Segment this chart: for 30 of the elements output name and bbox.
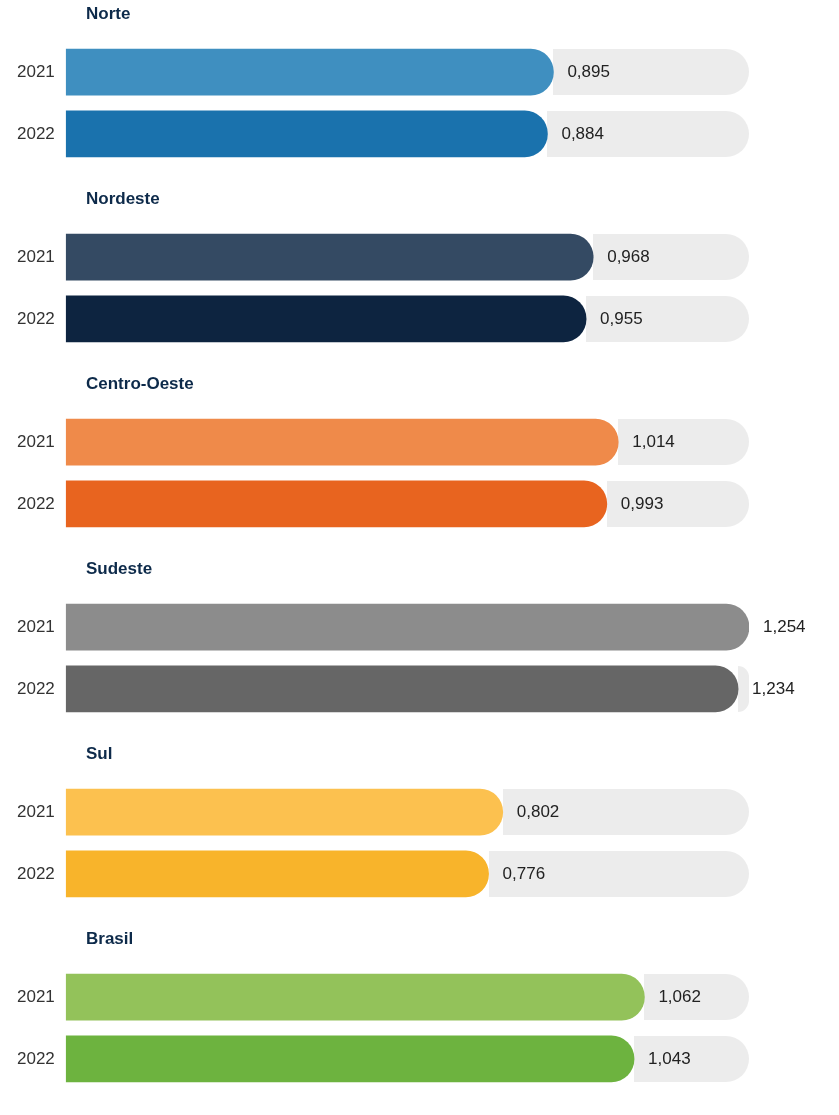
- y-tick-label: 2022: [16, 308, 55, 328]
- data-label: 1,234: [752, 678, 795, 698]
- y-tick-label: 2022: [16, 1048, 55, 1068]
- y-tick-label: 2021: [16, 246, 55, 266]
- data-label: 0,884: [561, 123, 604, 143]
- data-label: 0,895: [567, 61, 610, 81]
- data-label: 0,776: [502, 863, 546, 883]
- y-tick-label: 2021: [16, 616, 55, 636]
- chart-title: Centro-Oeste: [86, 374, 194, 394]
- data-label: 0,802: [516, 801, 560, 821]
- chart-title: Brasil: [86, 929, 134, 949]
- data-label: 1,043: [648, 1048, 691, 1068]
- y-tick-label: 2021: [16, 986, 55, 1006]
- y-tick-label: 2022: [16, 863, 55, 883]
- data-label: 0,993: [620, 493, 664, 513]
- y-tick-label: 2022: [16, 493, 55, 513]
- data-label: 1,254: [763, 616, 806, 636]
- y-tick-label: 2022: [16, 123, 55, 143]
- y-tick-label: 2022: [16, 678, 55, 698]
- chart-title: Nordeste: [86, 189, 160, 209]
- chart-title: Sudeste: [86, 559, 153, 579]
- chart-title: Sul: [86, 744, 113, 764]
- data-label: 1,062: [658, 986, 701, 1006]
- data-label: 0,955: [600, 308, 643, 328]
- y-tick-label: 2021: [16, 801, 55, 821]
- y-tick-label: 2021: [16, 431, 55, 451]
- data-label: 1,014: [632, 431, 675, 451]
- chart-title: Norte: [86, 4, 131, 24]
- y-tick-label: 2021: [16, 61, 55, 81]
- data-label: 0,968: [607, 246, 650, 266]
